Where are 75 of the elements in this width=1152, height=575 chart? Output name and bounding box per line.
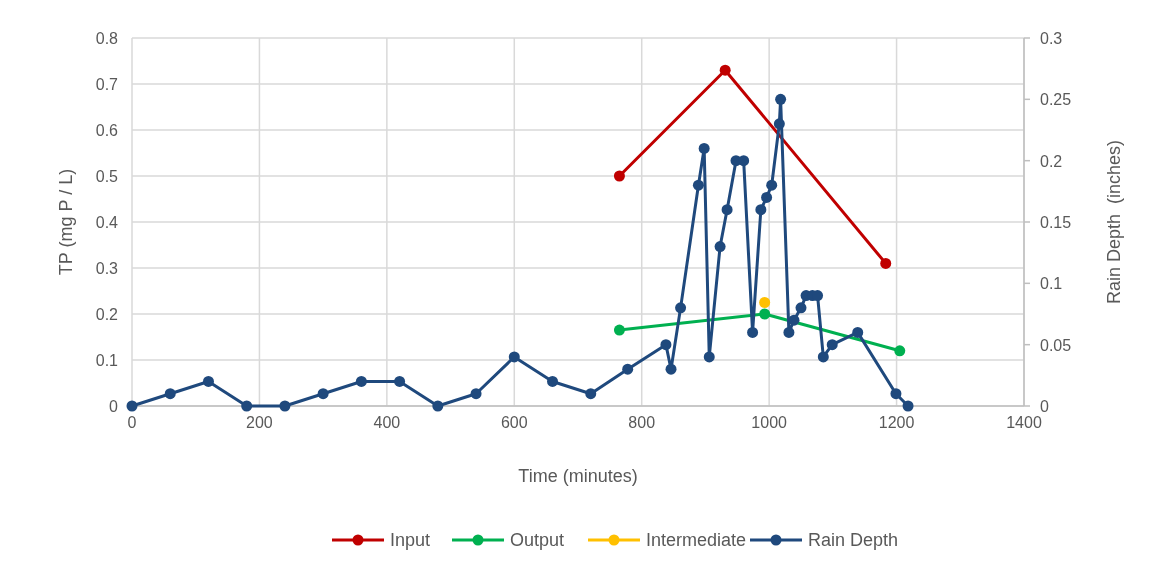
point	[665, 363, 677, 375]
point	[721, 204, 733, 216]
legend-label: Input	[390, 530, 431, 550]
y-tick-label: 0.4	[95, 214, 119, 231]
legend-label: Intermediate	[646, 530, 747, 550]
point	[894, 345, 906, 357]
y2-tick-label: 0.2	[1040, 152, 1063, 170]
point	[279, 400, 291, 412]
y2-tick-label: 0.15	[1040, 214, 1072, 231]
point	[775, 93, 787, 105]
y-tick-label: 0.7	[95, 76, 119, 93]
point	[788, 314, 800, 326]
y-tick-label: 0.1	[95, 352, 119, 369]
y-tick-label: 0.2	[95, 306, 119, 323]
point	[755, 204, 767, 216]
point	[880, 257, 892, 269]
point	[759, 308, 771, 320]
point	[202, 375, 214, 387]
point	[817, 351, 829, 363]
point	[613, 324, 625, 336]
y-tick-label: 0.6	[95, 122, 119, 139]
x-tick-label: 1200	[878, 414, 915, 431]
legend-label: Rain Depth	[808, 530, 899, 550]
y2-tick-label: 0.3	[1040, 30, 1063, 47]
point	[508, 351, 520, 363]
point	[164, 388, 176, 400]
x-tick-label: 400	[373, 414, 401, 431]
point	[470, 388, 482, 400]
point	[852, 326, 864, 338]
y-tick-label: 0.8	[95, 30, 119, 47]
point	[547, 375, 559, 387]
point	[698, 142, 710, 154]
point	[622, 363, 634, 375]
point	[759, 297, 771, 308]
point	[761, 191, 773, 203]
x-tick-label: 200	[246, 414, 273, 431]
y-axis-title: TP (mg P / L)	[56, 168, 76, 276]
y-tick-label: 0	[109, 398, 119, 415]
point	[394, 375, 406, 387]
point	[432, 400, 444, 412]
legend-label: Output	[510, 530, 565, 550]
point	[773, 118, 785, 130]
point	[241, 400, 253, 412]
point	[613, 170, 625, 182]
y2-tick-label: 0	[1040, 398, 1049, 415]
point	[902, 400, 914, 412]
y2-tick-label: 0.1	[1040, 275, 1063, 293]
y-tick-label: 0.5	[95, 168, 119, 185]
point	[675, 302, 687, 314]
y2-tick-label: 0.05	[1040, 336, 1072, 354]
point	[355, 375, 367, 387]
point	[660, 339, 672, 351]
y2-tick-label: 0.25	[1040, 91, 1072, 109]
point	[795, 302, 807, 314]
y2-axis-title: Rain Depth (inches)	[1104, 139, 1124, 305]
point	[783, 326, 795, 338]
x-tick-label: 600	[500, 414, 528, 431]
x-axis-title: Time (minutes)	[518, 466, 638, 486]
point	[714, 241, 726, 253]
point	[692, 179, 704, 191]
x-tick-label: 800	[628, 414, 656, 431]
point	[766, 179, 778, 191]
point	[703, 351, 715, 363]
point	[738, 155, 750, 167]
point	[585, 388, 597, 400]
point	[890, 388, 902, 400]
point	[747, 326, 759, 338]
point	[826, 339, 838, 351]
point	[719, 64, 731, 76]
point	[126, 400, 138, 412]
x-tick-label: 1400	[1006, 414, 1042, 431]
x-tick-label: 1000	[751, 414, 788, 431]
y-tick-label: 0.3	[95, 260, 119, 277]
x-tick-label: 0	[127, 414, 137, 431]
point	[317, 388, 329, 400]
